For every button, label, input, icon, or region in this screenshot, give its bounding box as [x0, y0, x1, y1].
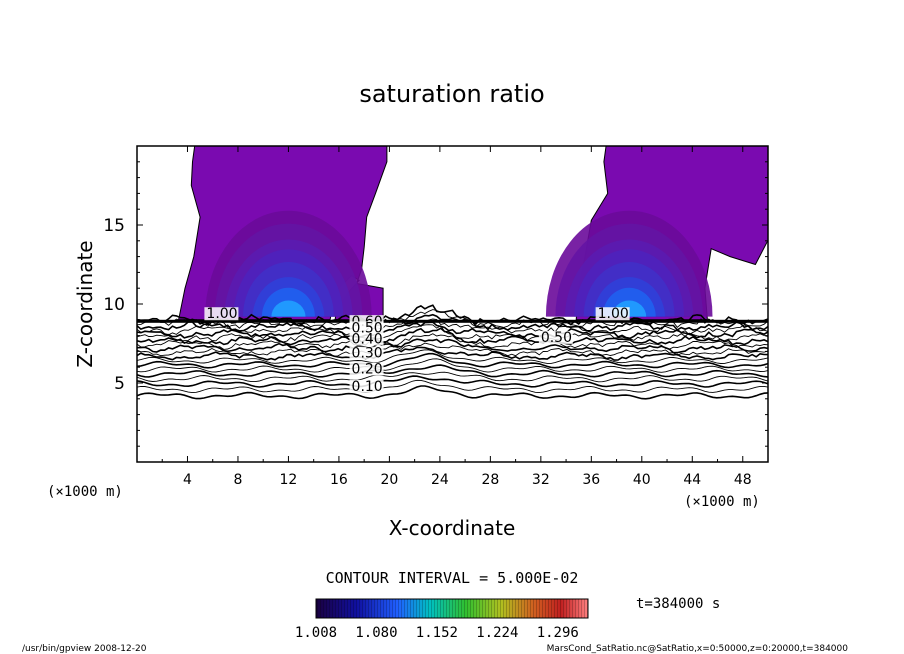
contour-label-bg — [349, 379, 384, 393]
x-tick-label: 40 — [633, 472, 651, 488]
contour-line — [137, 371, 768, 383]
x-tick-label: 4 — [183, 472, 192, 488]
contour-label: 0.10 — [352, 379, 383, 395]
contour-line — [137, 349, 768, 364]
contour-label: 0.50 — [352, 320, 383, 336]
y-axis-label: Z-coordinate — [73, 240, 97, 367]
contour-line — [137, 385, 768, 400]
shading-band — [271, 300, 306, 317]
contour-label-bg — [349, 362, 384, 376]
contour-label-bg — [204, 307, 239, 321]
contour-line — [137, 342, 768, 357]
contour-label: 0.50 — [541, 330, 572, 346]
x-tick-label: 48 — [734, 472, 752, 488]
contour-line — [137, 324, 768, 343]
contour-label-bg — [349, 321, 384, 335]
x-tick-label: 24 — [431, 472, 449, 488]
x-tick-label: 32 — [532, 472, 550, 488]
contour-label-bg — [538, 330, 573, 344]
footer-right: MarsCond_SatRatio.nc@SatRatio,x=0:50000,… — [547, 644, 849, 654]
colorbar-tick-label: 1.080 — [355, 625, 397, 641]
shaded-regions — [137, 146, 768, 323]
x-unit-right: (×1000 m) — [684, 494, 760, 510]
x-tick-label: 20 — [380, 472, 398, 488]
contour-line — [137, 375, 768, 388]
x-tick-label: 28 — [481, 472, 499, 488]
contour-label: 1.00 — [206, 306, 237, 322]
contour-lines — [137, 304, 768, 400]
time-label: t=384000 s — [636, 596, 720, 612]
colorbar-tick-labels: 1.008 1.080 1.152 1.224 1.296 — [295, 625, 579, 641]
colorbar-tick-label: 1.224 — [476, 625, 518, 641]
x-tick-label: 16 — [330, 472, 348, 488]
footer-left: /usr/bin/gpview 2008-12-20 — [22, 644, 147, 654]
contour-line — [137, 352, 768, 369]
contour-line — [137, 358, 768, 373]
x-tick-label: 12 — [280, 472, 298, 488]
contour-label-bg — [595, 307, 630, 321]
colorbar-tick-label: 1.008 — [295, 625, 337, 641]
saturation-boundary — [137, 319, 768, 323]
contour-line — [137, 346, 768, 361]
y-tick-label: 15 — [103, 216, 125, 236]
contour-line — [137, 304, 768, 327]
contour-line — [137, 313, 768, 332]
plot-area: 1.000.600.500.400.300.200.100.501.00 481… — [103, 145, 769, 488]
contour-line — [137, 309, 768, 329]
x-axis-label: X-coordinate — [389, 516, 516, 540]
contour-label: 0.30 — [352, 346, 383, 362]
x-tick-label: 44 — [683, 472, 701, 488]
contour-label-bg — [349, 332, 384, 346]
chart-title: saturation ratio — [359, 80, 544, 108]
contour-label: 1.00 — [598, 306, 629, 322]
colorbar: 1.008 1.080 1.152 1.224 1.296 — [295, 598, 589, 641]
contour-line — [137, 333, 768, 350]
x-unit-left: (×1000 m) — [47, 484, 123, 500]
y-tick-label: 10 — [103, 295, 125, 315]
contour-line — [137, 364, 768, 378]
contour-line — [137, 321, 768, 340]
colorbar-border — [315, 598, 589, 619]
contour-line — [137, 379, 768, 394]
x-tick-label: 8 — [233, 472, 242, 488]
contour-labels: 1.000.600.500.400.300.200.100.501.00 — [204, 306, 630, 395]
colorbar-tick-label: 1.152 — [416, 625, 458, 641]
x-tick-label: 36 — [582, 472, 600, 488]
colorbar-stripes — [316, 599, 588, 618]
contour-label-bg — [349, 346, 384, 360]
contour-label: 0.20 — [352, 362, 383, 378]
y-tick-label: 5 — [114, 374, 125, 394]
contour-label: 0.40 — [352, 332, 383, 348]
contour-interval: CONTOUR INTERVAL = 5.000E-02 — [326, 569, 579, 587]
colorbar-tick-label: 1.296 — [537, 625, 579, 641]
